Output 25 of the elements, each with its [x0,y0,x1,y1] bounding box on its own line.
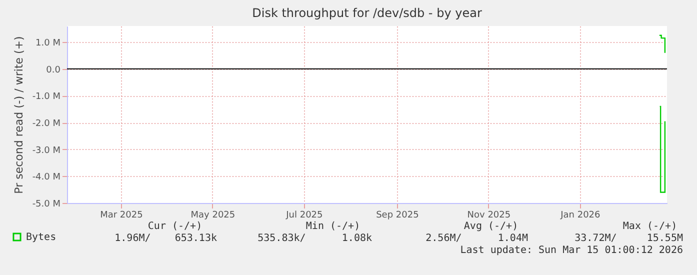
x-tick-label: Nov 2025 [467,210,511,220]
text: Avg (-/+) [462,221,520,233]
text: 1.96M/ 653.13k [114,233,217,245]
y-axis-title: Pr second read (-) / write (+) [12,36,26,194]
x-tick-label: Sep 2025 [376,210,419,220]
y-tick-label: 0.0 [46,65,61,76]
y-tick-label: 1.0 M [36,38,60,49]
y-tick-label: -4.0 M [32,172,60,183]
chart-title: Disk throughput for /dev/sdb - by year [252,6,482,20]
text: Cur (-/+) [146,221,204,233]
x-tick-label: Jan 2026 [560,210,601,220]
text: Min (-/+) [304,221,362,233]
text: 2.56M/ 1.04M [426,233,528,245]
legend-label: Bytes [26,232,56,243]
text: Max (-/+) [622,221,678,233]
x-tick-label: Mar 2025 [100,210,143,220]
x-tick-label: May 2025 [190,210,236,220]
x-tick-label: Jul 2025 [285,210,323,220]
y-tick-label: -3.0 M [32,146,60,156]
text: 33.72M/ 15.55M [574,233,683,245]
text: 535.83k/ 1.08k [258,233,372,245]
y-tick-label: -5.0 M [32,200,60,210]
text: Last update: Sun Mar 15 01:00:12 2026 [460,245,683,257]
y-tick-label: -1.0 M [32,92,60,102]
y-tick-label: -2.0 M [32,119,60,130]
